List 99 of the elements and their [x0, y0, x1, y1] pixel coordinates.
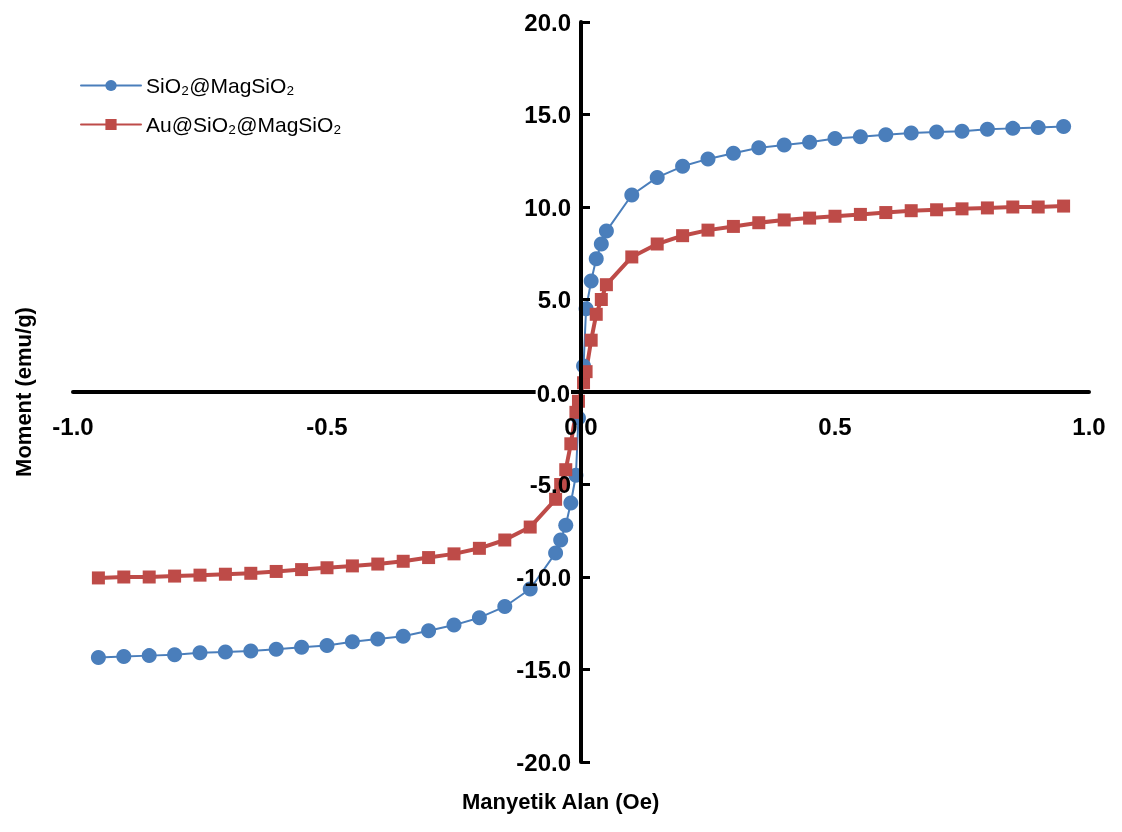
point — [827, 131, 843, 147]
y-tick-label: 15.0 — [524, 101, 571, 128]
point — [269, 564, 283, 578]
y-tick-label: 0.0 — [536, 379, 570, 407]
point — [589, 307, 603, 321]
point — [852, 129, 868, 145]
point — [594, 293, 608, 306]
point — [471, 610, 487, 626]
point — [930, 203, 944, 217]
point — [564, 437, 578, 451]
point — [371, 557, 385, 571]
point — [553, 532, 569, 548]
point — [396, 554, 410, 568]
point — [319, 637, 335, 653]
point — [598, 223, 614, 239]
point — [751, 140, 767, 156]
point — [584, 333, 598, 347]
x-tick-label: 1.0 — [1072, 412, 1106, 440]
point — [676, 229, 690, 243]
point — [583, 273, 599, 289]
point — [91, 571, 105, 585]
point — [777, 213, 791, 227]
x-axis-title: Manyetik Alan (Oe) — [461, 788, 660, 814]
point — [980, 201, 994, 215]
x-tick-label: -1.0 — [52, 412, 94, 440]
point — [498, 533, 512, 547]
point — [370, 631, 386, 647]
point — [117, 570, 131, 584]
point — [828, 209, 842, 223]
point — [903, 125, 919, 141]
point — [599, 278, 613, 292]
x-tick-label: -0.5 — [306, 412, 348, 440]
point — [563, 495, 579, 511]
point — [1031, 200, 1045, 214]
point — [1006, 200, 1020, 214]
point — [700, 151, 716, 167]
point — [472, 541, 486, 555]
point — [649, 169, 665, 185]
point — [446, 617, 462, 633]
point — [701, 223, 715, 237]
point — [752, 216, 766, 230]
x-tick-label: 0.5 — [818, 412, 852, 440]
point — [168, 569, 182, 583]
point — [802, 134, 818, 150]
point — [422, 551, 436, 565]
point — [395, 628, 411, 644]
legend-label: SiO₂@MagSiO₂ — [146, 74, 295, 97]
point — [625, 250, 639, 264]
point — [141, 648, 157, 664]
point — [675, 158, 691, 174]
point — [548, 545, 564, 561]
point — [879, 206, 893, 220]
point — [853, 207, 867, 221]
point — [929, 124, 945, 140]
point — [243, 643, 259, 659]
point — [776, 137, 792, 153]
point — [345, 559, 359, 573]
point — [558, 517, 574, 533]
point — [523, 520, 537, 534]
point — [497, 599, 513, 615]
point — [116, 649, 132, 665]
point — [218, 567, 232, 581]
point — [588, 251, 604, 267]
y-axis-title: Moment (emu/g) — [10, 307, 36, 477]
y-tick-label: 10.0 — [524, 193, 571, 221]
point — [593, 236, 609, 252]
point — [725, 145, 741, 161]
point — [344, 634, 360, 650]
point — [726, 219, 740, 233]
point — [295, 563, 309, 577]
point — [447, 547, 461, 561]
y-tick-label: -15.0 — [516, 656, 571, 683]
point — [1056, 119, 1072, 135]
point — [217, 644, 233, 660]
point — [193, 568, 207, 582]
point — [244, 566, 258, 580]
point — [142, 570, 156, 584]
point — [268, 641, 284, 657]
point — [904, 204, 918, 218]
point — [320, 561, 334, 575]
point — [803, 211, 817, 225]
point — [650, 237, 664, 251]
point — [421, 623, 437, 639]
point — [90, 649, 106, 665]
point — [167, 647, 183, 663]
legend-label: Au@SiO₂@MagSiO₂ — [146, 113, 342, 136]
y-tick-label: 5.0 — [537, 286, 571, 313]
point — [294, 639, 310, 655]
point — [955, 202, 969, 216]
y-tick-label: 20.0 — [524, 8, 571, 36]
point — [1030, 119, 1046, 135]
point — [878, 127, 894, 143]
point — [1057, 199, 1071, 213]
point — [624, 187, 640, 203]
point — [979, 121, 995, 137]
point — [954, 123, 970, 139]
y-tick-label: -20.0 — [516, 748, 571, 776]
point — [1005, 120, 1021, 136]
point — [192, 645, 208, 661]
